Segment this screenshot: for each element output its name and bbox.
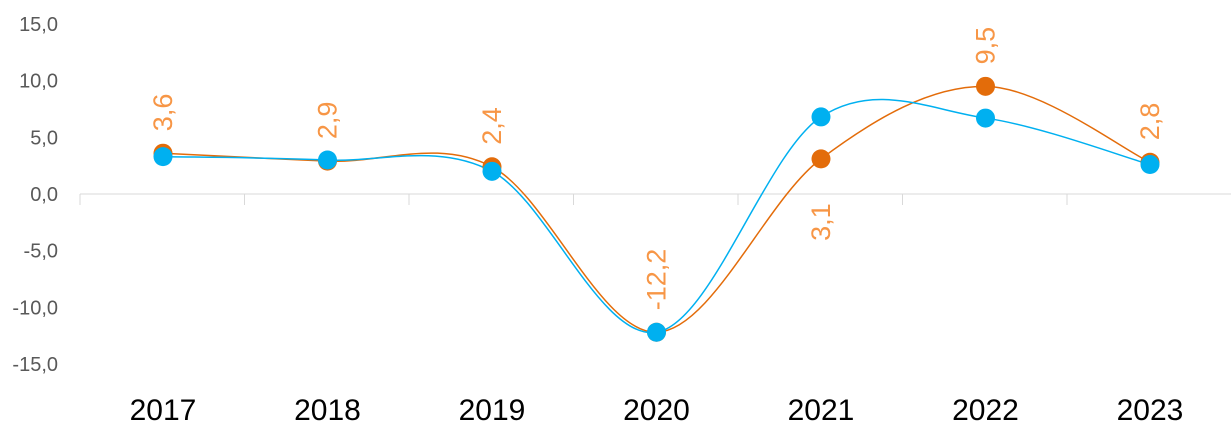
x-tick-label: 2017 bbox=[130, 394, 197, 422]
y-tick-label: 15,0 bbox=[19, 14, 58, 36]
data-label: 2,8 bbox=[1135, 103, 1165, 141]
data-point bbox=[482, 161, 502, 181]
y-tick-label: 0,0 bbox=[30, 184, 58, 206]
data-point bbox=[811, 149, 831, 169]
y-tick-label: -15,0 bbox=[12, 354, 58, 376]
data-point bbox=[976, 76, 995, 96]
data-label: 3,1 bbox=[806, 203, 836, 241]
x-tick-label: 2018 bbox=[294, 394, 361, 422]
series-points bbox=[153, 76, 1160, 342]
data-labels: 3,6 2,9 2,4 -12,2 3,1 9,5 2,8 bbox=[148, 27, 1165, 310]
data-point bbox=[811, 107, 831, 127]
data-point bbox=[647, 322, 666, 342]
x-axis-labels: 2017 2018 2019 2020 2021 2022 2023 bbox=[130, 394, 1184, 422]
x-tick-label: 2019 bbox=[459, 394, 526, 422]
data-point bbox=[1140, 155, 1160, 175]
data-label: -12,2 bbox=[642, 249, 672, 311]
y-tick-label: 5,0 bbox=[30, 127, 58, 149]
x-axis bbox=[79, 193, 1231, 205]
data-point bbox=[318, 150, 337, 170]
data-label: 9,5 bbox=[971, 27, 1001, 65]
data-point bbox=[976, 108, 995, 128]
y-tick-label: -10,0 bbox=[12, 297, 58, 319]
x-tick-label: 2020 bbox=[623, 394, 690, 422]
x-tick-label: 2023 bbox=[1117, 394, 1184, 422]
data-label: 2,9 bbox=[313, 102, 343, 140]
data-label: 3,6 bbox=[148, 94, 178, 132]
y-tick-label: -5,0 bbox=[24, 241, 58, 263]
y-tick-label: 10,0 bbox=[19, 71, 58, 93]
data-point bbox=[153, 147, 173, 167]
x-tick-label: 2021 bbox=[788, 394, 855, 422]
y-axis-labels: 15,0 10,0 5,0 0,0 -5,0 -10,0 -15,0 bbox=[12, 14, 58, 376]
data-label: 2,4 bbox=[477, 107, 507, 145]
x-tick-label: 2022 bbox=[952, 394, 1019, 422]
